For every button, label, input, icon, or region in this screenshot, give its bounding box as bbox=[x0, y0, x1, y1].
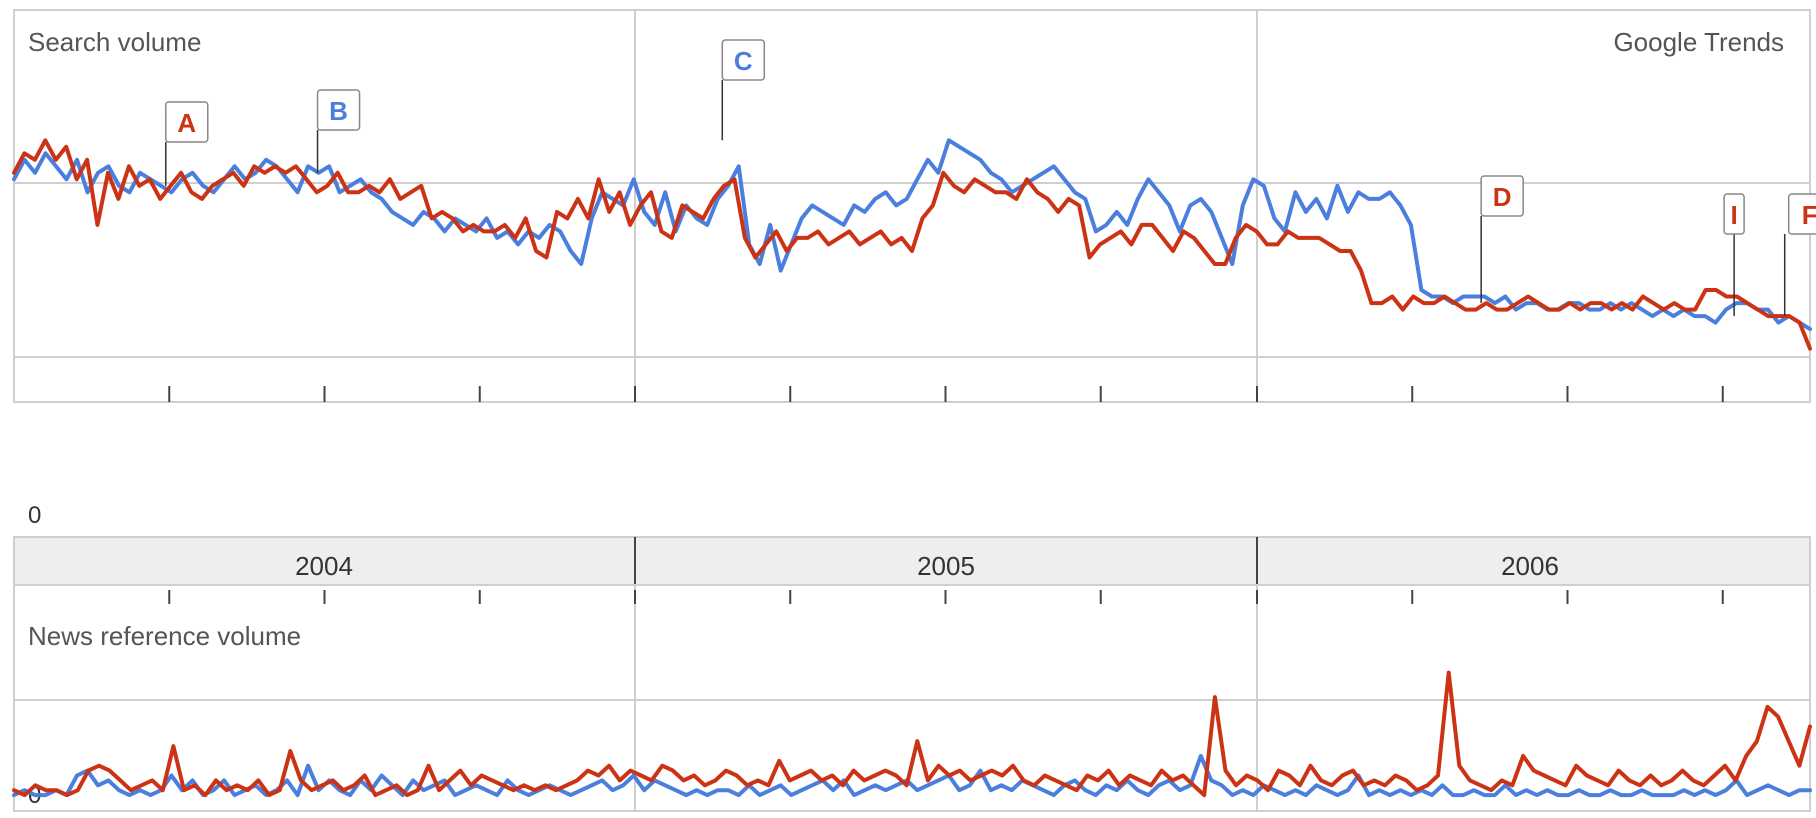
year-label-band bbox=[13, 536, 1811, 586]
news-series-group bbox=[12, 670, 1812, 798]
annotation-label-D: D bbox=[1493, 182, 1512, 212]
quarter-ticks-bottom bbox=[168, 590, 1724, 604]
quarter-ticks-top bbox=[168, 386, 1724, 402]
annotation-label-I: I bbox=[1730, 200, 1737, 230]
search-zero-label: 0 bbox=[28, 502, 41, 529]
annotation-label-F: F bbox=[1802, 200, 1816, 230]
year-label-2006: 2006 bbox=[1501, 551, 1559, 581]
search-volume-label: Search volume bbox=[28, 27, 201, 57]
year-label-2004: 2004 bbox=[295, 551, 353, 581]
annotation-box-C bbox=[721, 39, 766, 81]
annotation-box-I bbox=[1723, 193, 1745, 235]
annotation-box-F bbox=[1787, 193, 1816, 235]
search-series-group bbox=[12, 138, 1812, 351]
annotation-box-A bbox=[165, 101, 209, 143]
annotation-box-B bbox=[316, 89, 361, 131]
search-series-line-1 bbox=[12, 138, 1812, 332]
news-series-line-2 bbox=[12, 670, 1812, 798]
annotation-label-A: A bbox=[177, 108, 196, 138]
news-panel-frame bbox=[13, 584, 1811, 812]
news-volume-label: News reference volume bbox=[28, 621, 301, 651]
search-series-line-2 bbox=[12, 138, 1812, 351]
annotation-box-D bbox=[1480, 175, 1524, 217]
annotation-group: A B C D I F bbox=[165, 39, 1816, 317]
news-series-line-1 bbox=[12, 753, 1812, 798]
google-trends-label: Google Trends bbox=[1613, 27, 1784, 57]
year-label-2005: 2005 bbox=[917, 551, 975, 581]
annotation-label-B: B bbox=[329, 96, 348, 126]
annotation-label-C: C bbox=[734, 46, 753, 76]
